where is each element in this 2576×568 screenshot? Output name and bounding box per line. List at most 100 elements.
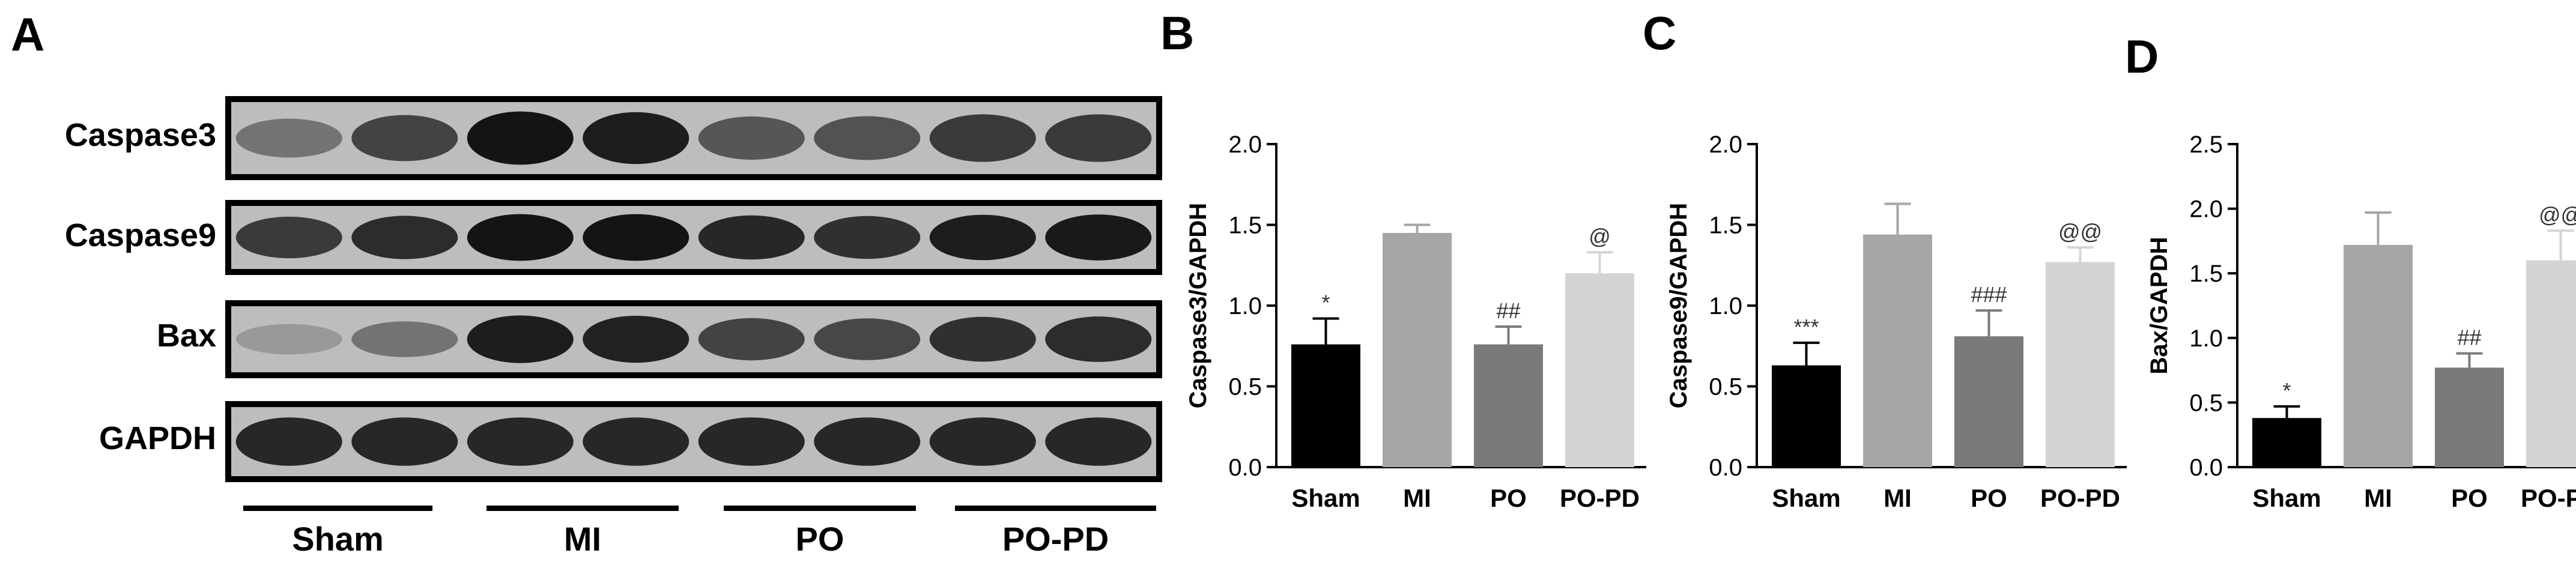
x-category-label: PO-PD bbox=[2040, 484, 2120, 512]
y-tick-label: 0.5 bbox=[1228, 374, 1262, 400]
blot-band bbox=[351, 417, 458, 466]
bar bbox=[1383, 232, 1452, 467]
bar bbox=[1474, 344, 1543, 467]
y-tick-label: 0.5 bbox=[2189, 390, 2223, 416]
bar bbox=[1863, 234, 1932, 467]
blot-bands bbox=[231, 102, 1156, 174]
y-tick-label: 0.5 bbox=[1709, 374, 1742, 400]
bar bbox=[2344, 244, 2413, 467]
blot-band bbox=[929, 114, 1036, 162]
panel-letter-c: C bbox=[1643, 7, 1677, 59]
y-tick-label: 2.0 bbox=[2189, 196, 2223, 223]
blot-band bbox=[583, 112, 689, 165]
blot-strip-caspase9 bbox=[225, 200, 1162, 275]
group-line-po bbox=[724, 506, 916, 511]
blot-band bbox=[235, 417, 342, 466]
significance-label: ### bbox=[1971, 282, 2007, 307]
blot-band bbox=[1045, 316, 1152, 362]
group-line-po-pd bbox=[955, 506, 1156, 511]
x-category-label: PO-PD bbox=[2521, 484, 2576, 512]
blot-band bbox=[1045, 114, 1152, 162]
bar bbox=[1954, 336, 2023, 467]
x-category-label: MI bbox=[1403, 484, 1431, 512]
y-tick-label: 2.0 bbox=[1709, 131, 1742, 158]
bar bbox=[2526, 260, 2576, 467]
blot-band bbox=[698, 116, 805, 160]
bar bbox=[1772, 365, 1841, 467]
x-category-label: MI bbox=[2364, 484, 2392, 512]
y-axis-label: Bax/GAPDH bbox=[2146, 237, 2172, 375]
blot-band bbox=[235, 118, 342, 158]
chart-b: 0.0 0.5 1.0 1.5 2.0 Caspase3/GAPDH * Sham MI ## PO… bbox=[1185, 131, 1646, 512]
blot-band bbox=[467, 214, 574, 261]
blot-label-gapdh: GAPDH bbox=[98, 420, 216, 456]
significance-label: @@ bbox=[2539, 202, 2576, 227]
y-tick-label: 1.0 bbox=[1709, 293, 1742, 319]
x-category-label: PO bbox=[1490, 484, 1527, 512]
x-category-label: Sham bbox=[1772, 484, 1840, 512]
group-line-mi bbox=[486, 506, 679, 511]
x-category-label: PO-PD bbox=[1560, 484, 1640, 512]
blot-band bbox=[235, 216, 342, 259]
group-label-po-pd: PO-PD bbox=[1002, 520, 1109, 558]
panel-letter-b: B bbox=[1160, 7, 1195, 59]
blot-strip-bax bbox=[225, 300, 1162, 378]
blot-band bbox=[698, 318, 805, 361]
blot-band bbox=[583, 315, 689, 363]
y-tick-label: 2.0 bbox=[1228, 131, 1262, 158]
blot-band bbox=[351, 216, 458, 259]
blot-strip-gapdh bbox=[225, 401, 1162, 482]
blot-band bbox=[929, 316, 1036, 362]
blot-band bbox=[814, 116, 921, 160]
blot-band bbox=[929, 214, 1036, 261]
panel-letter-d: D bbox=[2125, 30, 2159, 83]
blot-band bbox=[467, 315, 574, 363]
bar bbox=[1565, 273, 1634, 467]
blot-label-bax: Bax bbox=[156, 318, 216, 354]
y-tick-label: 0.0 bbox=[1709, 455, 1742, 481]
blot-bands bbox=[231, 407, 1156, 476]
group-label-po: PO bbox=[795, 520, 844, 558]
group-line-sham bbox=[243, 506, 432, 511]
bar bbox=[2046, 262, 2115, 467]
bar bbox=[2435, 367, 2504, 467]
panel-letter-a: A bbox=[11, 8, 45, 61]
blot-bands bbox=[231, 306, 1156, 372]
blot-band bbox=[467, 111, 574, 165]
y-tick-label: 0.0 bbox=[2189, 455, 2223, 481]
significance-label: *** bbox=[1793, 315, 1819, 339]
x-category-label: Sham bbox=[2252, 484, 2321, 512]
y-tick-label: 1.5 bbox=[1709, 213, 1742, 239]
significance-label: ## bbox=[1496, 298, 1520, 323]
significance-label: * bbox=[1321, 291, 1330, 315]
x-category-label: Sham bbox=[1291, 484, 1360, 512]
blot-band bbox=[814, 216, 921, 259]
significance-label: @@ bbox=[2058, 219, 2102, 244]
y-axis-label: Caspase3/GAPDH bbox=[1185, 203, 1211, 408]
significance-label: @ bbox=[1589, 224, 1611, 249]
blot-band bbox=[814, 318, 921, 360]
blot-band bbox=[351, 321, 458, 357]
blot-band bbox=[583, 417, 689, 466]
x-category-label: PO bbox=[2451, 484, 2488, 512]
x-category-label: PO bbox=[1971, 484, 2007, 512]
bar bbox=[1291, 344, 1360, 467]
blot-band bbox=[929, 417, 1036, 466]
y-tick-label: 1.5 bbox=[1228, 213, 1262, 239]
blot-band bbox=[698, 215, 805, 260]
y-axis-label: Caspase9/GAPDH bbox=[1665, 203, 1692, 408]
blot-label-caspase9: Caspase9 bbox=[64, 217, 216, 253]
blot-band bbox=[583, 214, 689, 261]
y-tick-label: 1.0 bbox=[2189, 325, 2223, 352]
blot-band bbox=[1045, 214, 1152, 261]
significance-label: * bbox=[2282, 378, 2291, 403]
y-tick-label: 1.0 bbox=[1228, 293, 1262, 319]
y-tick-label: 2.5 bbox=[2189, 131, 2223, 158]
group-label-sham: Sham bbox=[292, 520, 384, 558]
bar bbox=[2252, 418, 2321, 467]
chart-c: 0.0 0.5 1.0 1.5 2.0 Caspase9/GAPDH *** Sham MI ##… bbox=[1665, 131, 2127, 512]
blot-band bbox=[814, 417, 921, 466]
blot-band bbox=[698, 417, 805, 466]
y-tick-label: 0.0 bbox=[1228, 455, 1262, 481]
blot-band bbox=[351, 115, 458, 162]
